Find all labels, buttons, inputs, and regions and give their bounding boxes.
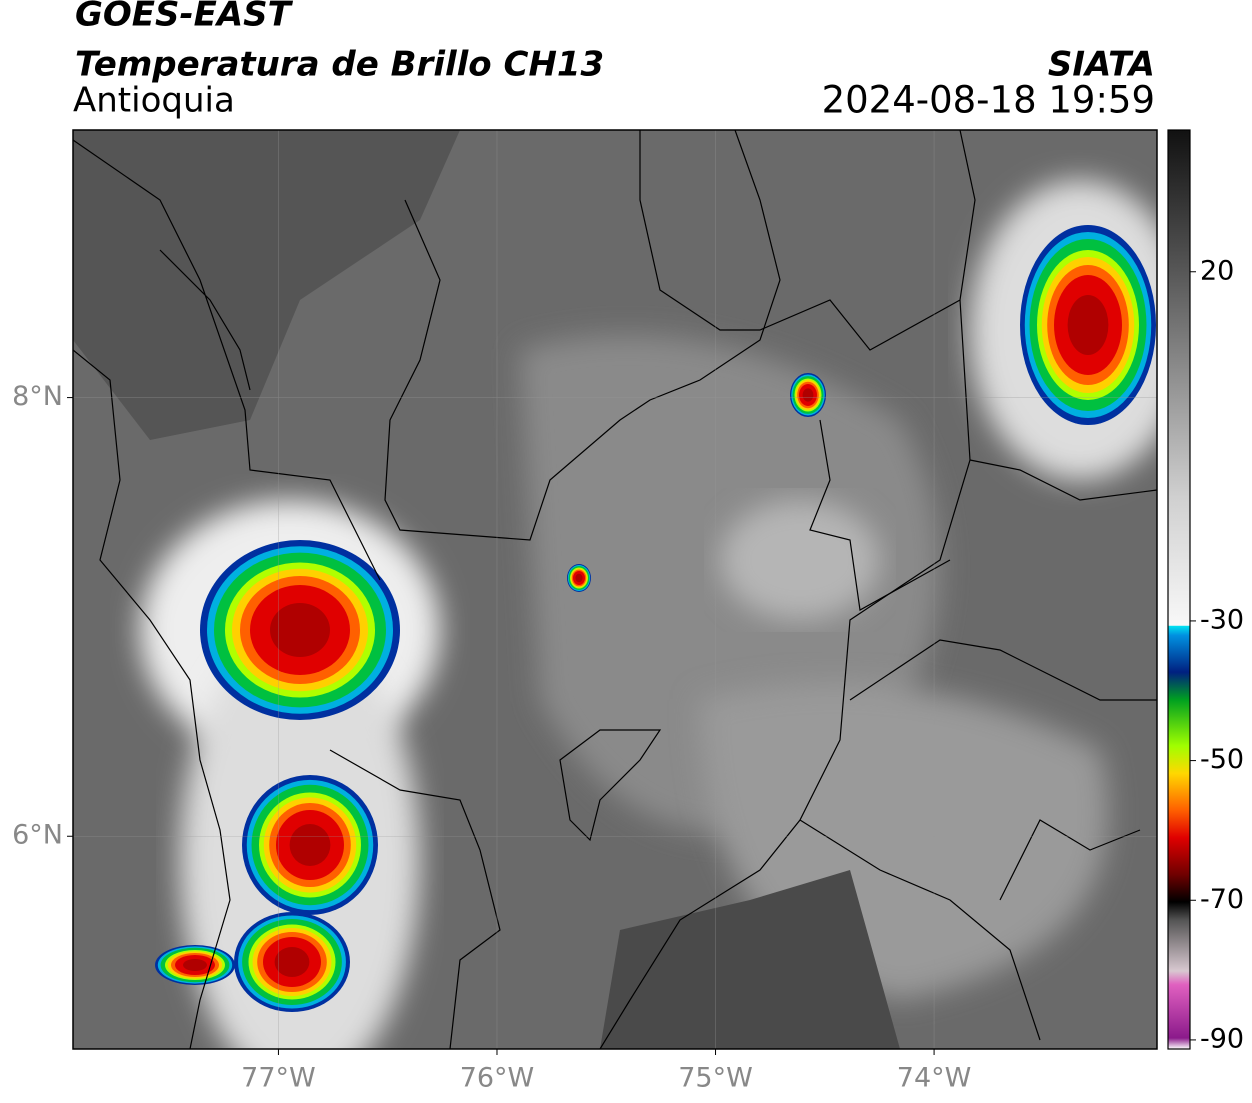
lon-tick-label: 75°W — [678, 1063, 753, 1094]
colorbar-tick-label: 20 — [1200, 255, 1234, 286]
map — [73, 130, 1157, 1049]
storm-cell — [1067, 295, 1109, 355]
storm-cell — [575, 573, 583, 583]
lat-tick-label: 6°N — [12, 820, 63, 851]
storm-cell — [183, 959, 207, 971]
colorbar-tick-label: -30 — [1200, 604, 1244, 635]
lon-tick-label: 76°W — [460, 1063, 535, 1094]
region: Antioquia — [73, 81, 235, 121]
storm-cell — [289, 824, 331, 866]
storm-cell — [270, 603, 330, 657]
colorbar-tick-label: -70 — [1200, 884, 1244, 915]
subtitle: Temperatura de Brillo CH13 — [75, 45, 604, 85]
lat-tick-label: 8°N — [12, 381, 63, 412]
colorbar — [1167, 129, 1191, 1050]
title: GOES-EAST — [75, 0, 294, 35]
colorbar-tick-label: -50 — [1200, 744, 1244, 775]
datetime: 2024-08-18 19:59 — [822, 79, 1155, 122]
lon-tick-label: 74°W — [897, 1063, 972, 1094]
lon-tick-label: 77°W — [241, 1063, 316, 1094]
storm-cell — [802, 388, 814, 402]
source: SIATA — [1048, 45, 1155, 85]
map-frame — [72, 129, 1158, 1050]
storm-cell — [274, 947, 310, 977]
colorbar-tick-label: -90 — [1200, 1023, 1244, 1054]
